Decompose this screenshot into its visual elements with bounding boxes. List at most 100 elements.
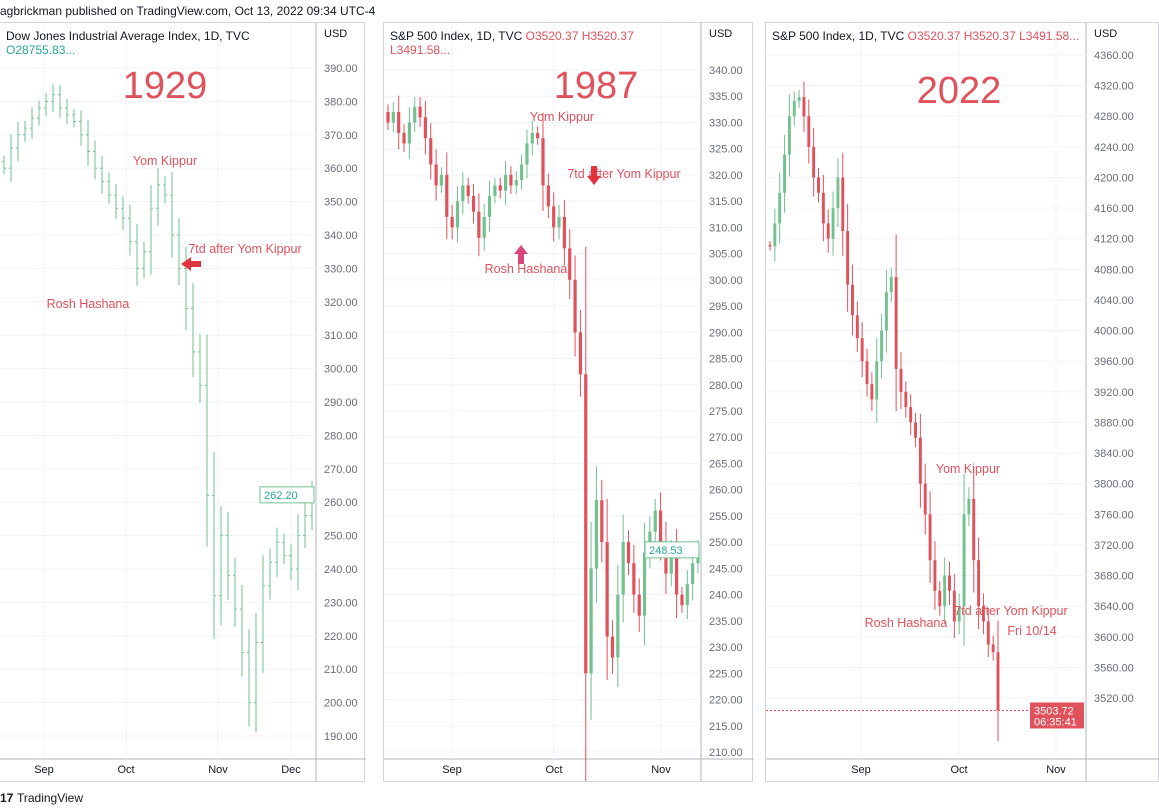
candle-body	[691, 563, 695, 585]
y-tick-label: 3840.00	[1094, 448, 1134, 460]
chart-panel-1929[interactable]: Dow Jones Industrial Average Index, 1D, …	[0, 22, 366, 782]
chart-panel-2022[interactable]: S&P 500 Index, 1D, TVC O3520.37 H3520.37…	[765, 22, 1159, 782]
candle	[184, 246, 188, 331]
candle	[466, 177, 470, 204]
candle	[807, 99, 811, 164]
chart-header: S&P 500 Index, 1D, TVC O3520.37 H3520.37…	[772, 29, 1079, 43]
candle-body	[923, 483, 927, 515]
candle	[632, 544, 636, 613]
y-tick-label: 3560.00	[1094, 662, 1134, 674]
candle-body	[831, 208, 835, 239]
annotation-text[interactable]: Yom Kippur	[936, 462, 1000, 476]
candle	[685, 570, 689, 620]
y-tick-label: 3880.00	[1094, 417, 1134, 429]
candle	[107, 172, 111, 204]
candle-body	[851, 284, 854, 316]
x-tick-label: Oct	[950, 764, 967, 776]
currency-label: USD	[1094, 28, 1117, 40]
candle	[219, 505, 223, 626]
y-tick-label: 340.00	[709, 65, 743, 77]
candle	[846, 203, 850, 312]
candle	[498, 177, 502, 199]
chart-canvas[interactable]: USD 390.00 380.00 370.00 360.00 350.00 340.00 3…	[0, 23, 366, 781]
candle	[773, 208, 777, 262]
x-tick-label: Nov	[208, 764, 228, 776]
candle	[240, 584, 244, 677]
arrow-down-icon[interactable]	[587, 166, 601, 185]
candle-body	[787, 116, 791, 155]
candle-body	[391, 111, 395, 123]
candle-body	[552, 206, 556, 228]
y-tick-label: 330.00	[709, 117, 743, 129]
y-tick-label: 320.00	[324, 297, 358, 309]
candle	[923, 463, 927, 535]
annotation-text[interactable]: Fri 10/14	[1007, 624, 1056, 638]
symbol-title[interactable]: S&P 500 Index, 1D, TVC	[390, 29, 523, 43]
arrow-up-icon[interactable]	[514, 245, 528, 264]
y-tick-label: 325.00	[709, 144, 743, 156]
chart-canvas[interactable]: USD 4360.00 4320.00 4280.00 4240.00 4200.00 41…	[766, 23, 1159, 781]
candle	[149, 185, 153, 275]
candle	[16, 121, 20, 162]
y-tick-label: 220.00	[324, 631, 358, 643]
y-tick-label: 200.00	[324, 698, 358, 710]
candle	[477, 193, 481, 257]
candle-body	[525, 143, 529, 165]
annotation-text[interactable]: Rosh Hashana	[865, 616, 948, 630]
candle-body	[870, 384, 874, 400]
annotation-text[interactable]: 7td after Yom Kippur	[954, 604, 1067, 618]
y-tick-label: 260.00	[324, 497, 358, 509]
candle-body	[846, 231, 850, 285]
candle-body	[812, 146, 816, 178]
candle	[58, 84, 62, 118]
candle	[541, 112, 545, 212]
candle	[487, 180, 492, 233]
candle	[778, 172, 782, 244]
candle	[928, 491, 932, 584]
candle	[875, 337, 879, 423]
candle	[9, 134, 13, 182]
arrow-left-icon[interactable]	[181, 257, 201, 271]
annotation-text[interactable]: Yom Kippur	[530, 110, 594, 124]
candle-body	[621, 542, 625, 595]
candle	[402, 124, 406, 153]
annotation-text[interactable]: 7td after Yom Kippur	[188, 242, 301, 256]
candle	[972, 466, 976, 593]
candle	[589, 521, 593, 720]
candle-body	[943, 575, 947, 607]
chart-canvas[interactable]: USD 340.00 335.00 330.00 325.00 320.00 315.00 3…	[384, 23, 754, 781]
candle	[191, 283, 195, 378]
candle	[226, 511, 230, 600]
annotation-text[interactable]: 7td after Yom Kippur	[567, 167, 680, 181]
candle	[205, 334, 209, 547]
annotation-text[interactable]: Rosh Hashana	[47, 297, 130, 311]
y-tick-label: 3760.00	[1094, 509, 1134, 521]
candle	[418, 96, 422, 128]
candle	[894, 234, 898, 412]
last-price-badge	[259, 486, 315, 504]
candle-body	[487, 195, 492, 217]
candle	[455, 186, 460, 243]
y-tick-label: 330.00	[324, 263, 358, 275]
symbol-title[interactable]: S&P 500 Index, 1D, TVC	[772, 29, 905, 43]
candle-body	[783, 154, 787, 193]
candle	[391, 102, 395, 133]
candle	[797, 89, 801, 109]
candle	[233, 557, 237, 627]
tradingview-footer[interactable]: 17 TradingView	[0, 790, 83, 805]
chart-panel-1987[interactable]: S&P 500 Index, 1D, TVC O3520.37 H3520.37…	[383, 22, 754, 782]
candle	[817, 167, 820, 203]
annotation-text[interactable]: Rosh Hashana	[485, 262, 568, 276]
y-tick-label: 360.00	[324, 163, 358, 175]
symbol-title[interactable]: Dow Jones Industrial Average Index, 1D, …	[6, 29, 250, 43]
candle	[680, 587, 684, 613]
candle-body	[423, 117, 428, 139]
candle	[841, 152, 845, 256]
y-tick-label: 320.00	[709, 170, 743, 182]
candle-body	[498, 185, 502, 191]
candle	[568, 229, 572, 300]
candle-body	[875, 361, 879, 400]
candle	[909, 394, 913, 436]
candle-body	[589, 568, 593, 674]
annotation-text[interactable]: Yom Kippur	[133, 154, 197, 168]
